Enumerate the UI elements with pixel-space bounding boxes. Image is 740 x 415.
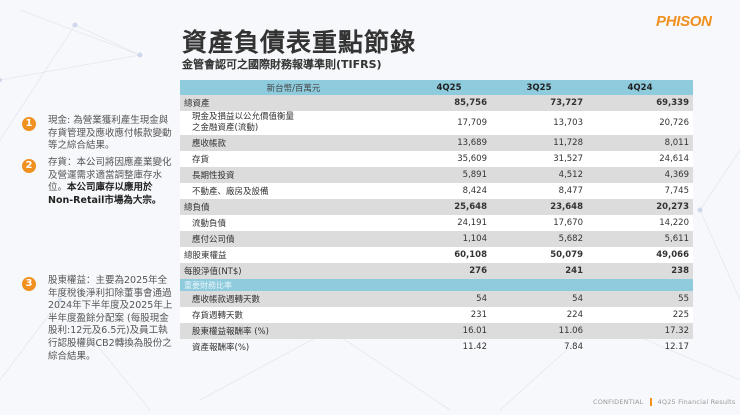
footer-separator: [649, 398, 652, 406]
ratio-section-label: 重要財務比率: [180, 279, 693, 291]
table-row: 流動負債 24,191 17,670 14,220: [180, 215, 693, 231]
table-row: 存貨週轉天數 231 224 225: [180, 307, 693, 323]
page-subtitle: 金管會認可之國際財務報導準則(TIFRS): [182, 58, 382, 71]
table-row: 每股淨值(NT$) 276 241 238: [180, 263, 693, 279]
section-header-row: 重要財務比率: [180, 279, 693, 291]
table-row: 長期性投資 5,891 4,512 4,369: [180, 167, 693, 183]
column-header: 3Q25: [491, 80, 587, 95]
balance-sheet-table: 新台幣/百萬元 4Q25 3Q25 4Q24 總資產 85,756 73,727…: [180, 80, 693, 355]
table-row: 不動產、廠房及設備 8,424 8,477 7,745: [180, 183, 693, 199]
note-text: 現金: 為營業獲利產生現金與存貨管理及應收應付帳款變動等之綜合結果。: [48, 115, 172, 152]
note-bold-text: 本公司庫存以應用於Non-Retail市場為大宗。: [48, 182, 162, 206]
table-row: 總股東權益 60,108 50,079 49,066: [180, 247, 693, 263]
table-row: 總資產 85,756 73,727 69,339: [180, 95, 693, 111]
table-row: 總負債 25,648 23,648 20,273: [180, 199, 693, 215]
column-header: 4Q24: [587, 80, 693, 95]
table-row: 應付公司債 1,104 5,682 5,611: [180, 231, 693, 247]
unit-header: 新台幣/百萬元: [180, 80, 407, 95]
page-title: 資產負債表重點節錄: [182, 28, 417, 57]
footer: CONFIDENTIAL 4Q25 Financial Results: [593, 398, 736, 406]
confidential-label: CONFIDENTIAL: [593, 398, 644, 406]
company-logo: PHISON: [656, 13, 712, 30]
note-number-badge: 1: [22, 117, 36, 131]
table-row: 存貨 35,609 31,527 24,614: [180, 151, 693, 167]
note-number-badge: 3: [22, 277, 36, 291]
table-row: 應收帳款 13,689 11,728 8,011: [180, 135, 693, 151]
table-row: 應收帳款週轉天數 54 54 55: [180, 291, 693, 307]
report-label: 4Q25 Financial Results: [657, 398, 736, 406]
table-row: 資產報酬率(%) 11.42 7.84 12.17: [192, 342, 689, 353]
table-header-row: 新台幣/百萬元 4Q25 3Q25 4Q24: [180, 80, 693, 95]
table-row: 現金及損益以公允價值衡量之金融資產(流動) 17,709 13,703 20,7…: [180, 111, 693, 135]
note-text: 存貨：本公司將因應產業變化及營運需求適當調整庫存水位。本公司庫存以應用於Non-…: [48, 157, 172, 206]
column-header: 4Q25: [407, 80, 491, 95]
table-row: 股東權益報酬率 (%) 16.01 11.06 17.32: [180, 323, 693, 339]
note-number-badge: 2: [22, 159, 36, 173]
note-text: 股東權益：主要為2025年全年度稅後淨利扣除董事會通過2024年下半年度及202…: [48, 275, 173, 362]
